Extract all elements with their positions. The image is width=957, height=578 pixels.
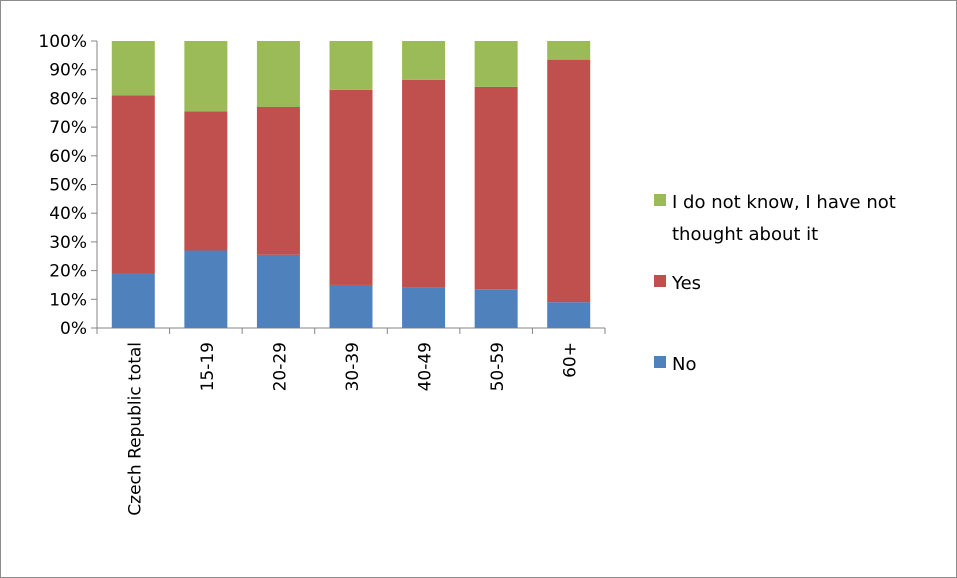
bar-segment-yes [256,107,300,255]
y-tick-label: 0% [60,319,87,339]
bars [111,41,591,328]
bar-segment-i-do-not-know [184,41,228,112]
bar-segment-i-do-not-know [256,41,300,108]
legend: I do not know, I have not thought about i… [654,192,896,375]
y-tick-label: 40% [49,204,87,224]
category-label: Czech Republic total [125,342,145,516]
y-tick-label: 80% [49,89,87,109]
bar-segment-yes [402,79,446,288]
bar-segment-i-do-not-know [547,41,591,60]
category-label: 60+ [561,342,581,378]
category-label: 40-49 [416,342,436,391]
y-tick-label: 100% [38,32,87,52]
bar-segment-yes [547,59,591,303]
bar-segment-i-do-not-know [474,41,518,87]
bar-segment-no [402,287,446,328]
bar-segment-i-do-not-know [329,41,373,90]
legend-label: thought about it [672,224,818,245]
bar-segment-yes [474,86,518,290]
category-label: 30-39 [343,342,363,391]
bar-segment-i-do-not-know [111,41,155,96]
category-labels: Czech Republic total 15-19 20-29 30-39 40-49… [125,342,580,516]
legend-swatch [654,194,666,206]
category-label: 15-19 [198,342,218,391]
bar-segment-no [474,289,518,328]
bar-segment-yes [184,111,228,251]
category-label: 50-59 [488,342,508,391]
bar-segment-yes [329,89,373,285]
y-tick-labels: 0% 10% 20% 30% 40% 50% 60% 70% 80% 90% 100% [38,32,87,339]
y-tick-label: 70% [49,118,87,138]
bar-segment-i-do-not-know [402,41,446,80]
y-tick-label: 50% [49,176,87,196]
legend-label: No [672,354,696,375]
bar-segment-no [329,284,373,328]
legend-swatch [654,275,666,287]
bar-segment-no [256,254,300,328]
y-tick-label: 90% [49,61,87,81]
bar-segment-no [184,250,228,328]
bar-segment-no [111,273,155,328]
y-tick-label: 60% [49,147,87,167]
legend-swatch [654,356,666,368]
y-tick-label: 20% [49,262,87,282]
legend-label: I do not know, I have not [672,192,896,213]
bar-segment-yes [111,95,155,274]
legend-label: Yes [671,273,701,294]
bar-segment-no [547,302,591,328]
axes [91,40,606,334]
y-tick-label: 30% [49,233,87,253]
y-tick-label: 10% [49,290,87,310]
category-label: 20-29 [270,342,290,391]
